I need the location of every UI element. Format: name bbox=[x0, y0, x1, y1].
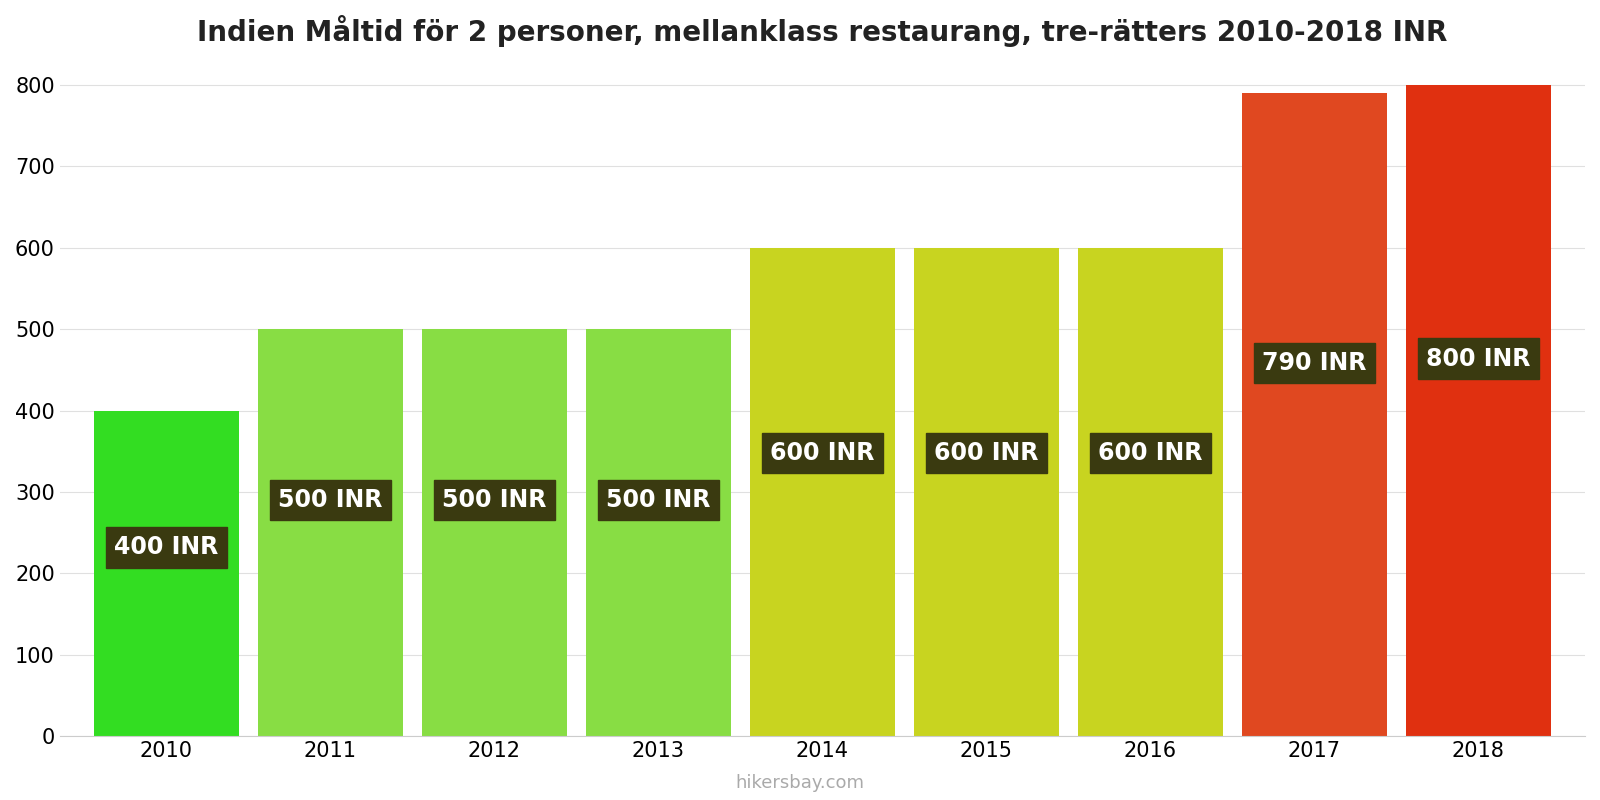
Text: hikersbay.com: hikersbay.com bbox=[736, 774, 864, 792]
Text: 600 INR: 600 INR bbox=[1098, 441, 1203, 465]
Bar bbox=[750, 248, 894, 736]
Bar bbox=[422, 330, 566, 736]
Bar bbox=[94, 410, 238, 736]
Bar bbox=[1078, 248, 1222, 736]
Text: 790 INR: 790 INR bbox=[1262, 351, 1366, 375]
Bar bbox=[1406, 85, 1550, 736]
Title: Indien Måltid för 2 personer, mellanklass restaurang, tre-rätters 2010-2018 INR: Indien Måltid för 2 personer, mellanklas… bbox=[197, 15, 1448, 47]
Bar bbox=[586, 330, 731, 736]
Text: 800 INR: 800 INR bbox=[1426, 346, 1531, 370]
Bar bbox=[1242, 93, 1387, 736]
Text: 500 INR: 500 INR bbox=[278, 488, 382, 512]
Text: 400 INR: 400 INR bbox=[114, 535, 219, 559]
Text: 500 INR: 500 INR bbox=[606, 488, 710, 512]
Bar bbox=[258, 330, 403, 736]
Bar bbox=[914, 248, 1059, 736]
Text: 500 INR: 500 INR bbox=[442, 488, 547, 512]
Text: 600 INR: 600 INR bbox=[934, 441, 1038, 465]
Text: 600 INR: 600 INR bbox=[770, 441, 875, 465]
